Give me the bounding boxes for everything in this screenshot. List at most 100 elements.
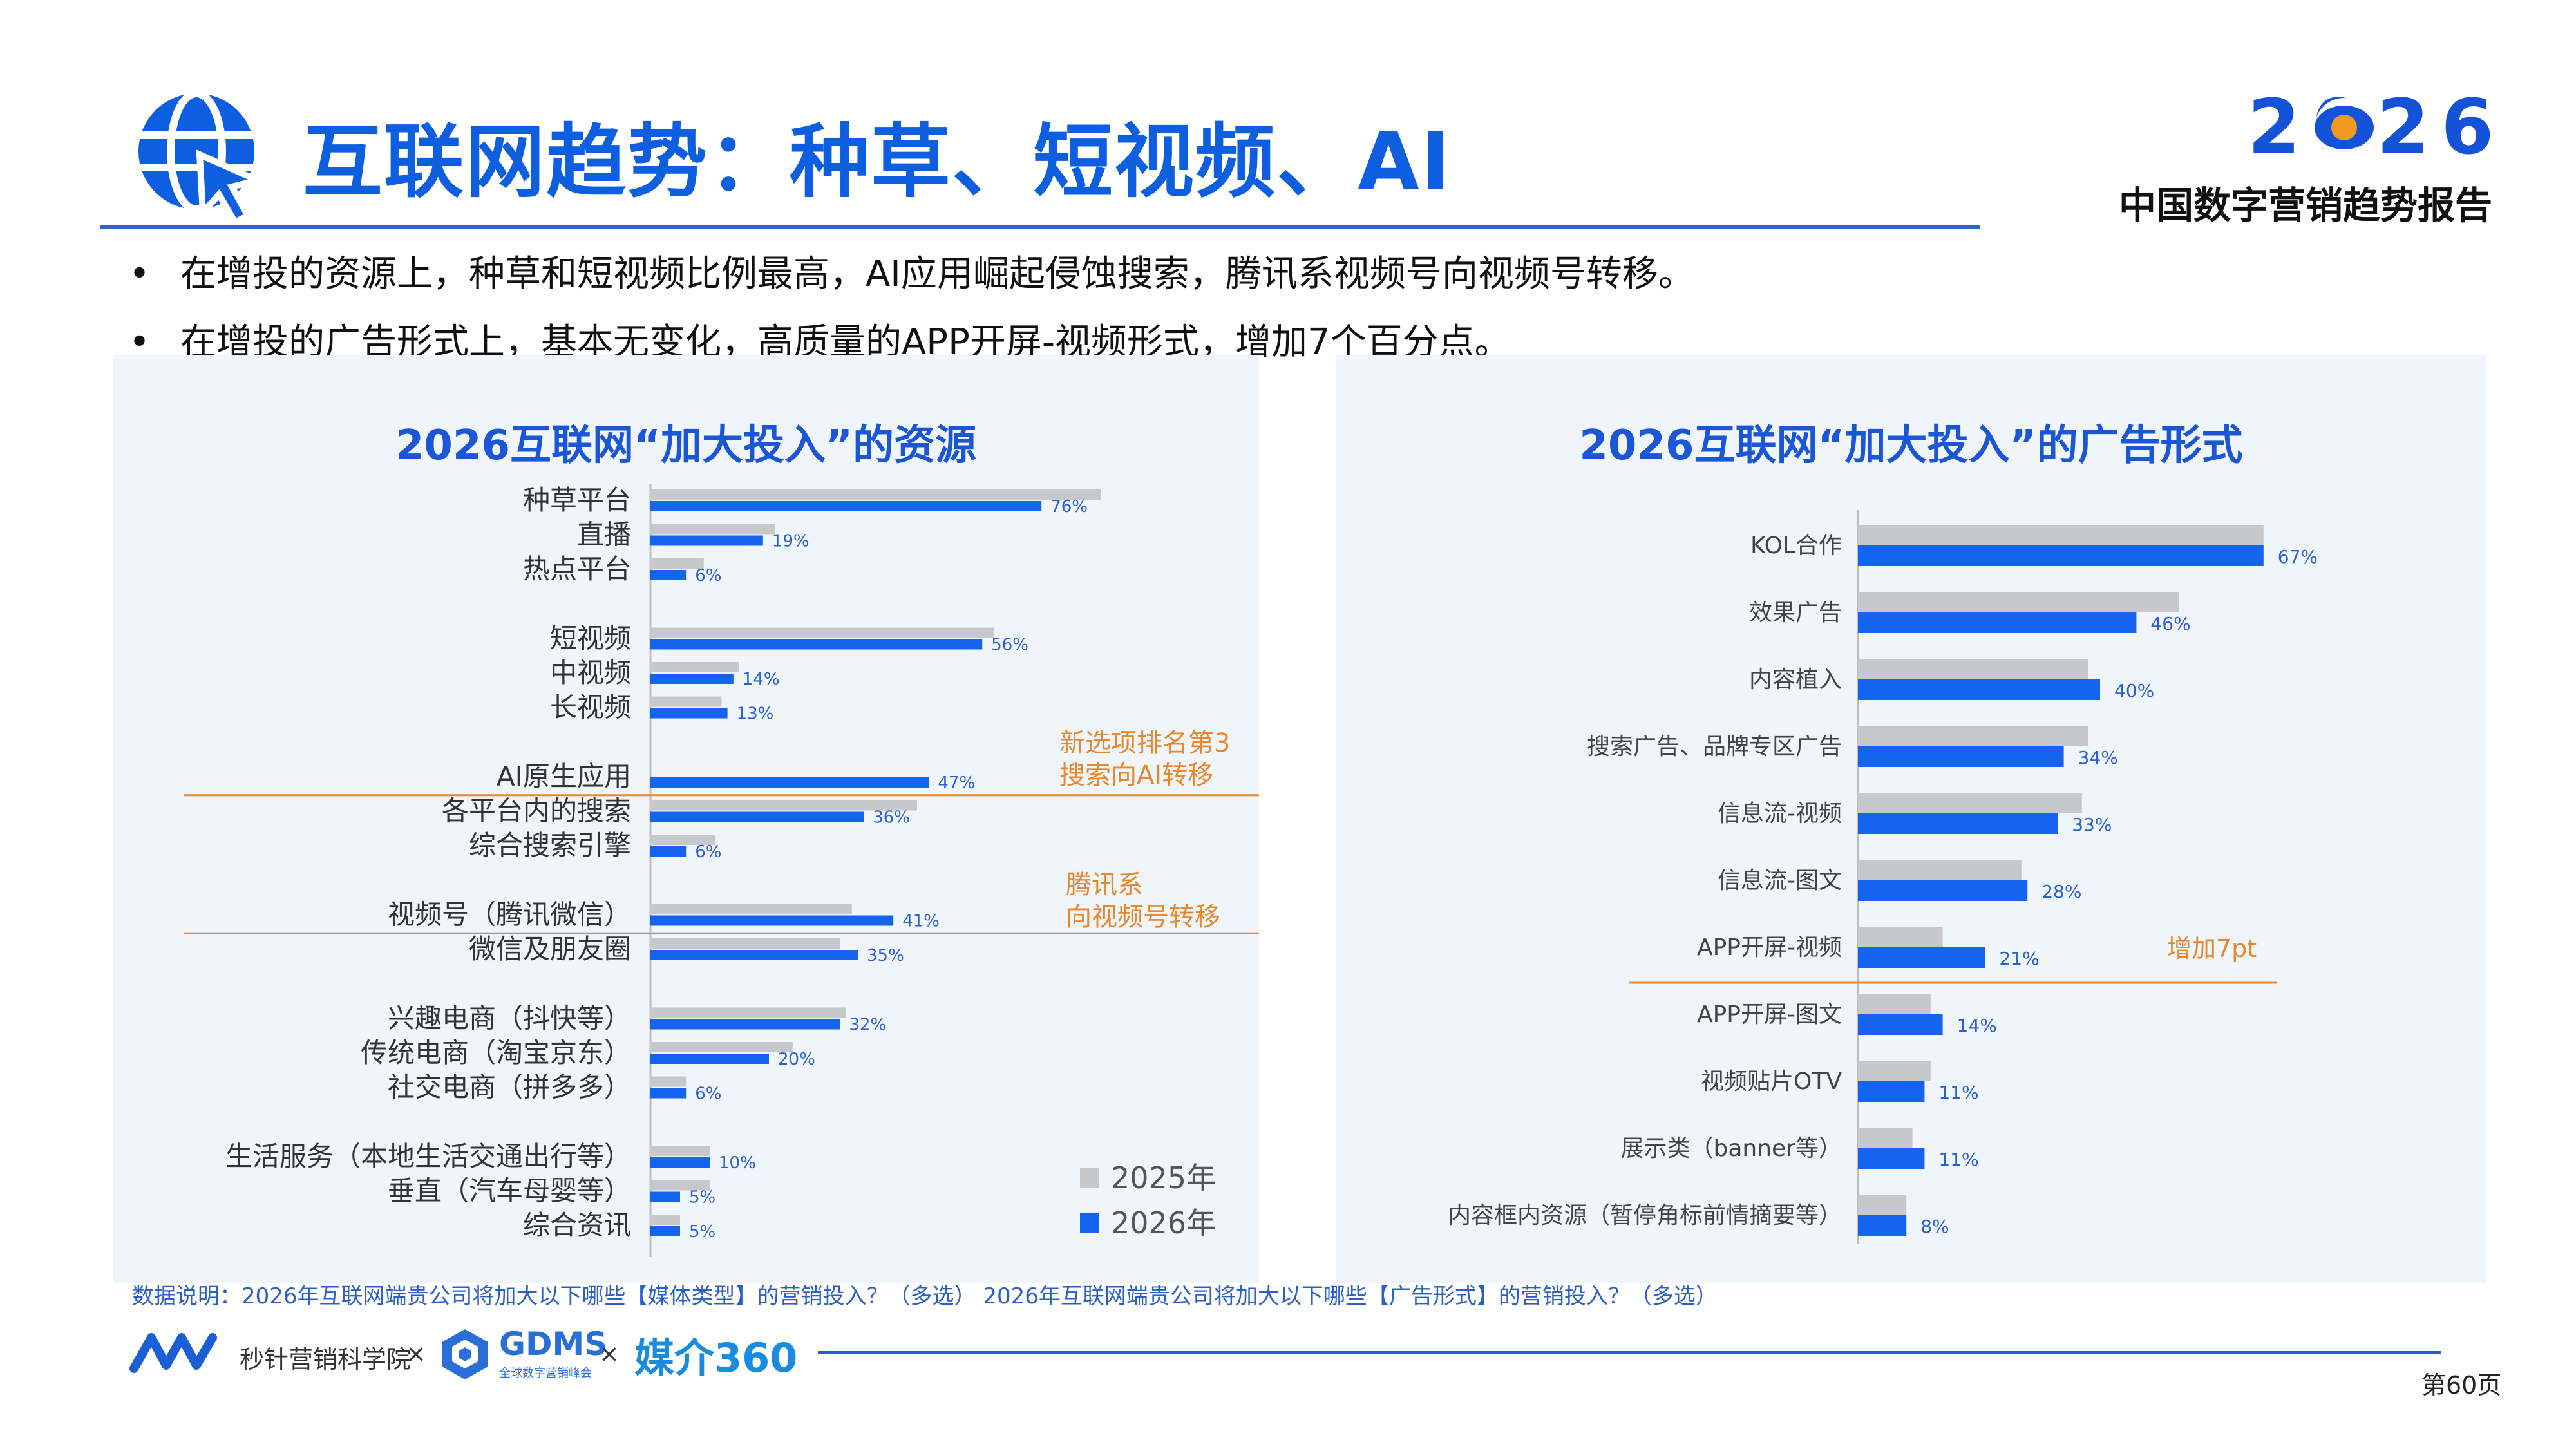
bar-2026 (1858, 813, 2058, 834)
category-label: 微信及朋友圈 (469, 933, 631, 965)
bar-2025 (650, 524, 775, 535)
bar-2025 (1858, 860, 2022, 880)
legend-label-2026: 2026年 (1111, 1206, 1216, 1240)
category-label: 内容植入 (1749, 667, 1842, 693)
bar-2026 (650, 1054, 769, 1064)
left-chart-title: 2026互联网“加大投入”的资源 (395, 422, 977, 469)
legend-label-2025: 2025年 (1111, 1160, 1216, 1195)
category-label: 各平台内的搜索 (442, 795, 631, 827)
legend-swatch-2026 (1080, 1213, 1099, 1233)
report-title: 中国数字营销趋势报告 (2119, 184, 2493, 227)
bar-2026 (650, 1226, 680, 1236)
bar-2025 (650, 627, 994, 638)
bar-2026 (1858, 746, 2064, 767)
data-label: 35% (867, 946, 904, 965)
bar-2026 (1858, 612, 2137, 633)
category-label: 视频贴片OTV (1701, 1068, 1842, 1095)
data-label: 46% (2150, 613, 2190, 634)
bar-2026 (650, 708, 728, 719)
data-label: 47% (938, 773, 975, 793)
data-label: 6% (695, 1084, 721, 1104)
annotation-text: 向视频号转移 (1066, 902, 1220, 932)
bar-2026 (1858, 1148, 1925, 1169)
category-label: 传统电商（淘宝京东） (361, 1037, 631, 1068)
category-label: 种草平台 (523, 484, 631, 516)
bar-2026 (650, 639, 983, 650)
data-label: 32% (849, 1016, 886, 1035)
category-label: 热点平台 (523, 553, 631, 585)
bar-2026 (650, 811, 864, 822)
data-label: 8% (1920, 1216, 1949, 1237)
data-label: 19% (772, 532, 810, 551)
bar-2025 (1858, 994, 1931, 1014)
category-label: AI原生应用 (497, 761, 631, 792)
category-label: KOL合作 (1750, 533, 1842, 559)
data-label: 14% (743, 670, 780, 689)
annotation-text: 增加7pt (2167, 934, 2257, 963)
data-note: 数据说明：2026年互联网端贵公司将加大以下哪些【媒体类型】的营销投入？（多选）… (132, 1283, 1718, 1309)
category-label: APP开屏-图文 (1697, 1001, 1842, 1028)
data-label: 21% (1999, 948, 2039, 969)
bar-2025 (650, 1042, 793, 1052)
year-o-icon (2312, 95, 2376, 160)
legend-swatch-2025 (1080, 1168, 1099, 1188)
bar-2025 (1858, 1061, 1931, 1081)
data-label: 20% (778, 1050, 815, 1069)
bar-2026 (650, 570, 687, 580)
data-label: 34% (2078, 747, 2118, 768)
bar-2026 (650, 674, 734, 684)
data-label: 41% (902, 912, 940, 931)
category-label: 内容框内资源（暂停角标前情摘要等） (1448, 1202, 1842, 1229)
bar-2025 (650, 800, 917, 811)
bar-2026 (650, 1019, 840, 1030)
data-label: 10% (719, 1153, 756, 1173)
times-sign: × (406, 1340, 426, 1368)
annotation-text: 搜索向AI转移 (1059, 761, 1213, 790)
category-label: 信息流-视频 (1718, 800, 1842, 827)
data-label: 6% (695, 842, 721, 862)
category-label: 效果广告 (1749, 600, 1842, 626)
annotation-text: 新选项排名第3 (1059, 728, 1230, 758)
bar-2025 (1858, 726, 2088, 746)
times-sign: × (599, 1340, 620, 1368)
bar-2026 (1858, 679, 2100, 700)
bar-2025 (650, 1215, 680, 1225)
brand-meijie360: 媒介360 (634, 1334, 798, 1381)
footer-divider (818, 1351, 2441, 1354)
data-label: 5% (689, 1222, 715, 1242)
bar-2025 (650, 1076, 687, 1087)
page-title: 互联网趋势：种草、短视频、AI (303, 116, 1452, 209)
bar-2026 (650, 915, 894, 926)
category-label: 中视频 (550, 657, 631, 688)
category-label: 短视频 (550, 623, 631, 654)
brand-gdms-sub: 全球数字营销峰会 (499, 1367, 592, 1380)
right-chart-title: 2026互联网“加大投入”的广告形式 (1579, 422, 2243, 469)
brand-miaozhen: 秒针营销科学院 (240, 1345, 412, 1374)
brand-gdms: GDMS (499, 1325, 608, 1363)
data-label: 28% (2041, 881, 2081, 902)
bar-2026 (650, 846, 687, 857)
bar-2025 (650, 662, 739, 672)
bar-2025 (650, 835, 716, 845)
data-label: 5% (689, 1188, 715, 1208)
category-label: 综合资讯 (523, 1209, 631, 1241)
left-bar-chart: 种草平台 76% 直播 19% 热点平台 6% 短视频 56% 中视频 14% 长视频 13% AI原生… (184, 484, 1259, 1257)
bar-2026 (650, 1157, 710, 1168)
data-label: 36% (873, 808, 910, 828)
data-label: 13% (737, 705, 774, 724)
category-label: 社交电商（拼多多） (388, 1072, 631, 1103)
bar-2026 (1858, 545, 2264, 566)
bar-2025 (650, 904, 852, 914)
data-label: 6% (695, 566, 721, 585)
bullet-1: • 在增投的资源上，种草和短视频比例最高，AI应用崛起侵蚀搜索，腾讯系视频号向视频… (129, 253, 1694, 295)
bar-2025 (1858, 1195, 1907, 1215)
bar-2025 (650, 1180, 710, 1191)
bar-2025 (650, 558, 704, 569)
category-label: 垂直（汽车母婴等） (388, 1175, 631, 1207)
bar-2025 (650, 938, 840, 949)
bar-2025 (650, 489, 1101, 500)
data-label: 56% (991, 636, 1028, 655)
bar-2025 (1858, 793, 2082, 813)
annotation-text: 腾讯系 (1066, 870, 1143, 900)
bar-2026 (650, 777, 929, 788)
